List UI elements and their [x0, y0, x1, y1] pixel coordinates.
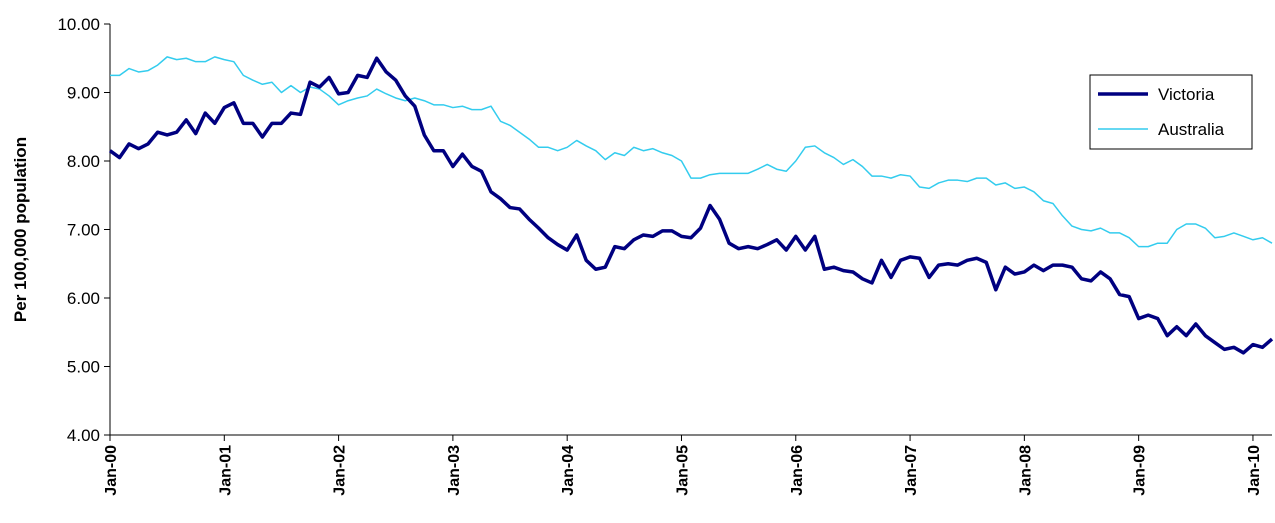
legend-box: [1089, 74, 1253, 150]
y-tick-label: 9.00: [67, 84, 100, 103]
x-axis-ticks: Jan-00 Jan-01 Jan-02 Jan-03 Jan-04 Jan-05 Jan-…: [103, 435, 1263, 496]
y-tick-label: 5.00: [67, 358, 100, 377]
x-tick-label: Jan-08: [1017, 445, 1034, 496]
y-tick-label: 8.00: [67, 152, 100, 171]
x-tick-label: Jan-01: [217, 445, 234, 496]
x-tick-label: Jan-03: [446, 445, 463, 496]
x-tick-label: Jan-06: [789, 445, 806, 496]
x-tick-label: Jan-09: [1132, 445, 1149, 496]
y-axis-ticks: 4.00 5.00 6.00 7.00 8.00 9.00 10.00: [57, 15, 110, 445]
x-tick-label: Jan-04: [560, 445, 577, 496]
legend-label-australia: Australia: [1158, 120, 1225, 139]
x-tick-label: Jan-10: [1246, 445, 1263, 496]
y-tick-label: 6.00: [67, 289, 100, 308]
series-line-australia: [110, 56, 1273, 248]
series-lines: [108, 56, 1274, 355]
legend-label-victoria: Victoria: [1158, 85, 1215, 104]
y-tick-label: 10.00: [57, 15, 100, 34]
x-tick-label: Jan-02: [332, 445, 349, 496]
x-tick-label: Jan-05: [674, 445, 691, 496]
y-tick-label: 4.00: [67, 426, 100, 445]
legend: Victoria Australia: [1089, 74, 1253, 150]
x-tick-label: Jan-07: [903, 445, 920, 496]
x-tick-label: Jan-00: [103, 445, 120, 496]
y-axis-label: Per 100,000 population: [11, 137, 30, 322]
series-line-victoria: [108, 56, 1274, 355]
y-tick-label: 7.00: [67, 221, 100, 240]
